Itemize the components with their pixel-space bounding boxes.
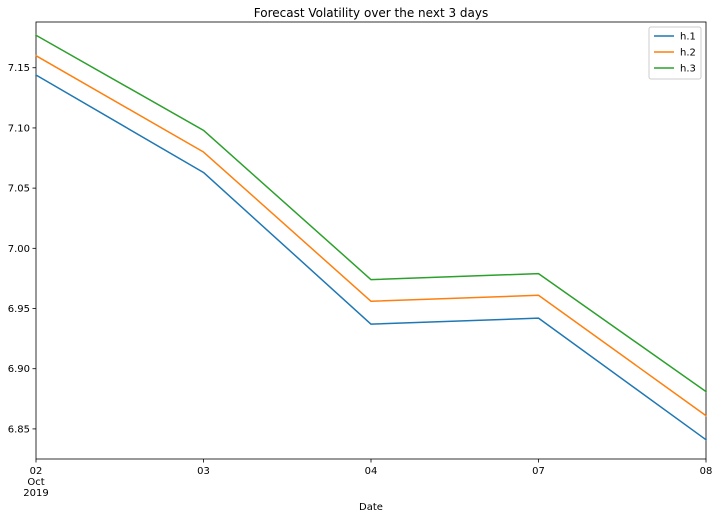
y-tick-label: 6.85: [8, 424, 30, 435]
y-tick-label: 6.90: [8, 364, 30, 375]
series-layer: [34, 34, 708, 441]
legend-box: [648, 26, 702, 80]
x-tick-sublabel: Oct: [27, 477, 44, 488]
y-tick-label: 6.95: [8, 304, 30, 315]
series-line-h-3: [34, 34, 708, 393]
x-axis-title: Date: [359, 502, 383, 513]
chart-title: Forecast Volatility over the next 3 days: [254, 6, 488, 20]
y-tick-label: 7.15: [8, 63, 30, 74]
plot-frame: [35, 21, 707, 460]
x-tick-sublabel: 2019: [23, 488, 48, 499]
x-tick-label: 02: [30, 466, 43, 477]
y-tick-label: 7.05: [8, 184, 30, 195]
series-line-h-1: [34, 73, 708, 441]
y-tick-label: 7.10: [8, 123, 30, 134]
x-tick-label: 03: [197, 466, 210, 477]
series-line-h-2: [34, 54, 708, 417]
x-tick-label: 08: [700, 466, 713, 477]
x-tick-label: 04: [365, 466, 378, 477]
legend: h.1 h.2 h.3: [648, 26, 702, 80]
legend-label: h.3: [680, 64, 696, 75]
y-tick-label: 7.00: [8, 244, 30, 255]
legend-label: h.1: [680, 32, 696, 43]
legend-label: h.2: [680, 48, 696, 59]
axes-layer: 6.85 6.90 6.95 7.00 7.05 7.10 7.15 02 03 04 07 08 Oc…: [8, 63, 713, 499]
x-tick-label: 07: [532, 466, 545, 477]
